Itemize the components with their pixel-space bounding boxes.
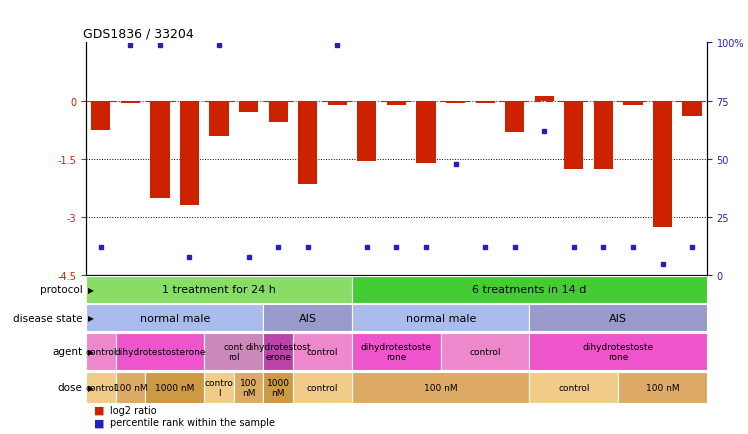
Bar [505,102,524,132]
Bar [358,102,376,161]
Text: agent: agent [52,347,82,356]
Text: control: control [307,347,338,356]
Text: ▶: ▶ [88,313,94,322]
Bar [293,372,352,403]
Bar [352,372,530,403]
Bar [530,333,707,370]
Bar [441,333,530,370]
Text: normal male: normal male [140,313,210,323]
Text: control: control [470,347,501,356]
Bar [120,102,140,103]
Bar [145,372,204,403]
Bar [530,304,707,332]
Text: 100 nM: 100 nM [646,383,679,392]
Bar [263,304,352,332]
Bar [86,304,263,332]
Text: dihydrotestoste
rone: dihydrotestoste rone [361,342,432,361]
Bar [293,333,352,370]
Bar [116,333,204,370]
Bar [239,102,258,113]
Text: control: control [558,383,589,392]
Text: ▶: ▶ [88,285,94,294]
Text: 6 treatments in 14 d: 6 treatments in 14 d [472,285,586,295]
Bar [476,102,494,103]
Text: ▶: ▶ [88,383,94,392]
Bar [352,276,707,303]
Text: dihydrotestosterone: dihydrotestosterone [114,347,206,356]
Bar [86,333,116,370]
Bar [298,102,317,184]
Text: 100 nM: 100 nM [424,383,458,392]
Bar [86,276,352,303]
Bar [209,102,229,136]
Text: ■: ■ [94,405,104,415]
Bar [352,304,530,332]
Bar [91,102,111,131]
Bar [564,102,583,169]
Text: ▶: ▶ [88,347,94,356]
Text: 100
nM: 100 nM [240,378,257,397]
Bar [594,102,613,169]
Bar [530,372,618,403]
Text: protocol: protocol [40,285,82,295]
Bar [86,372,116,403]
Text: ■: ■ [94,418,104,427]
Bar [204,333,263,370]
Text: dihydrotestoste
rone: dihydrotestoste rone [583,342,654,361]
Bar [150,102,170,198]
Bar [328,102,347,105]
Text: cont
rol: cont rol [224,342,244,361]
Bar [618,372,707,403]
Text: GDS1836 / 33204: GDS1836 / 33204 [83,28,194,41]
Text: dihydrotestost
erone: dihydrotestost erone [245,342,311,361]
Text: 1000
nM: 1000 nM [267,378,289,397]
Text: 1000 nM: 1000 nM [155,383,194,392]
Bar [116,372,145,403]
Bar [623,102,643,105]
Text: log2 ratio: log2 ratio [110,405,156,415]
Bar [180,102,199,206]
Bar [204,372,234,403]
Bar [234,372,263,403]
Text: 100 nM: 100 nM [114,383,147,392]
Text: AIS: AIS [298,313,316,323]
Bar [535,97,554,102]
Bar [269,102,288,123]
Bar [263,333,293,370]
Text: dose: dose [58,382,82,392]
Bar [446,102,465,103]
Text: contro
l: contro l [205,378,233,397]
Bar [263,372,293,403]
Text: control: control [307,383,338,392]
Text: control: control [85,347,117,356]
Bar [352,333,441,370]
Text: control: control [85,383,117,392]
Bar [682,102,702,117]
Bar [653,102,672,227]
Bar [417,102,435,163]
Text: 1 treatment for 24 h: 1 treatment for 24 h [162,285,276,295]
Bar [387,102,406,106]
Text: disease state: disease state [13,313,82,323]
Text: percentile rank within the sample: percentile rank within the sample [110,418,275,427]
Text: normal male: normal male [405,313,476,323]
Text: AIS: AIS [609,313,627,323]
